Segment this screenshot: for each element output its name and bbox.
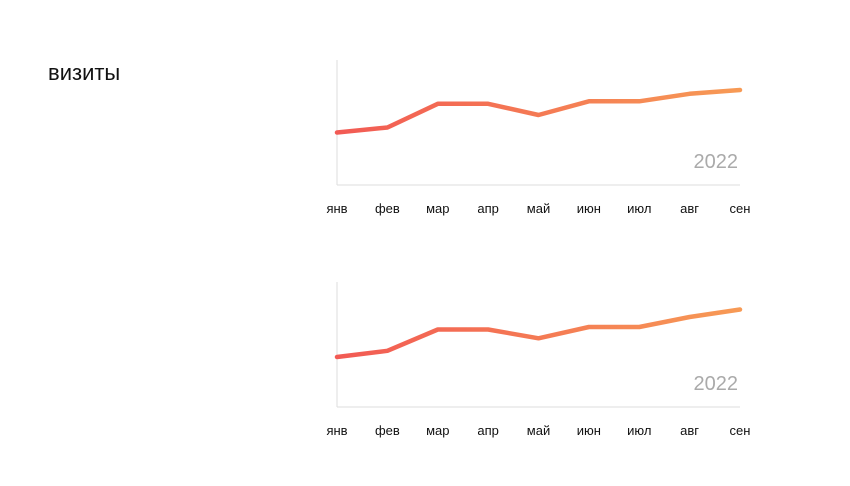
x-tick-label: фев xyxy=(375,201,400,216)
year-annotation: 2022 xyxy=(694,151,739,173)
x-tick-label: фев xyxy=(375,423,400,438)
x-tick-label: янв xyxy=(326,201,347,216)
x-tick-label: мар xyxy=(426,201,449,216)
series-line xyxy=(334,307,743,360)
x-tick-label: апр xyxy=(477,423,499,438)
x-tick-label: мар xyxy=(426,423,449,438)
x-tick-label: июл xyxy=(627,201,651,216)
page-title: визиты xyxy=(48,60,121,85)
chart-top: 2022 янв фев мар апр май июн июл авг сен xyxy=(326,60,751,216)
x-tick-label: июл xyxy=(627,423,651,438)
x-tick-label: сен xyxy=(730,423,751,438)
x-tick-label: апр xyxy=(477,201,499,216)
chart-bottom: 2022 янв фев мар апр май июн июл авг сен xyxy=(326,282,751,438)
series-line xyxy=(334,87,743,135)
x-tick-label: май xyxy=(527,201,550,216)
x-tick-label: авг xyxy=(680,423,699,438)
x-tick-label: июн xyxy=(577,423,601,438)
x-tick-label: июн xyxy=(577,201,601,216)
x-tick-label: авг xyxy=(680,201,699,216)
year-annotation: 2022 xyxy=(694,373,739,395)
x-tick-label: янв xyxy=(326,423,347,438)
x-tick-label: май xyxy=(527,423,550,438)
x-tick-label: сен xyxy=(730,201,751,216)
